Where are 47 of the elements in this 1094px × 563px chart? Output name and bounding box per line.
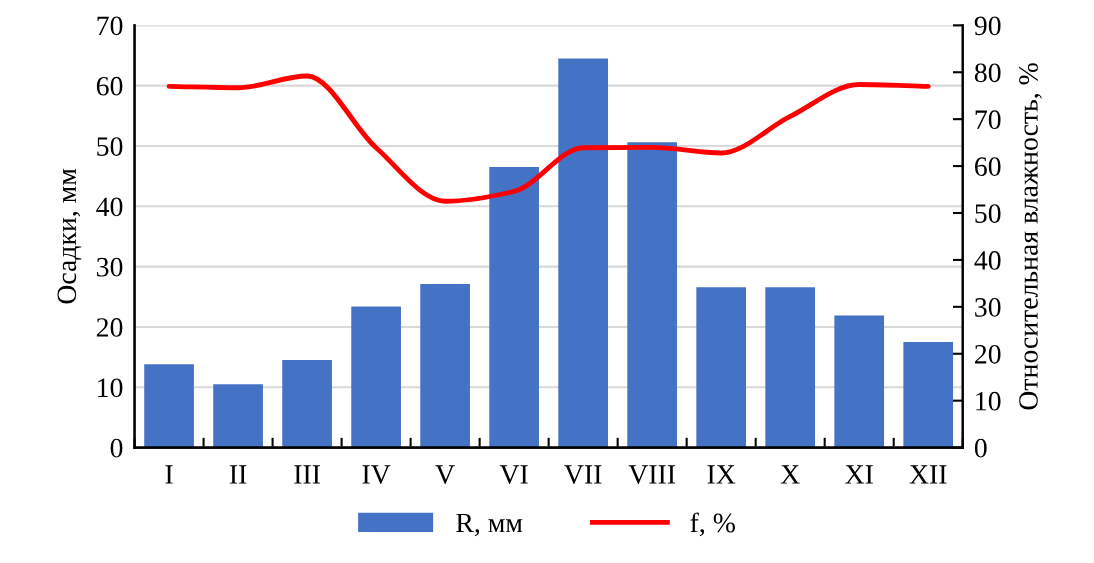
- y-tick-label: 40: [96, 197, 123, 217]
- bar: [282, 360, 332, 448]
- y-tick-label: 60: [96, 76, 123, 96]
- bar: [558, 58, 608, 448]
- y2-tick-label: 70: [975, 110, 1001, 130]
- y-tick-label: 50: [97, 137, 123, 156]
- x-tick-label: VII: [564, 465, 602, 484]
- y2-tick-label: 50: [975, 204, 1001, 223]
- y2-tick-label: 60: [975, 157, 1001, 176]
- bar: [765, 287, 816, 448]
- y2-tick-label: 10: [976, 391, 1001, 411]
- y2-tick-label: 30: [975, 298, 1001, 317]
- y2-tick-label: 0: [974, 438, 987, 458]
- bar: [351, 306, 401, 448]
- y2-tick-label: 40: [974, 251, 1001, 270]
- bar: [627, 142, 678, 448]
- y2-tick-label: 90: [974, 16, 1001, 36]
- bar: [903, 342, 954, 448]
- bar: [213, 384, 263, 448]
- x-tick-label: IX: [707, 465, 736, 484]
- bar: [489, 167, 539, 448]
- y-tick-label: 20: [96, 318, 123, 337]
- x-tick-label: VIII: [628, 465, 676, 484]
- legend-label: R, мм: [456, 513, 523, 537]
- x-tick-label: XII: [909, 465, 947, 484]
- y2-tick-label: 20: [975, 344, 1001, 364]
- x-tick-label: II: [229, 465, 247, 484]
- y-tick-label: 30: [97, 257, 123, 277]
- x-tick-label: V: [435, 465, 455, 484]
- x-tick-label: III: [294, 465, 320, 484]
- bar: [144, 364, 194, 448]
- y-tick-label: 70: [97, 16, 123, 36]
- bar: [834, 315, 885, 448]
- x-tick-label: X: [780, 465, 800, 484]
- line-series: [166, 73, 931, 204]
- x-tick-label: VI: [499, 465, 528, 484]
- y-axis-title: Осадки, мм: [57, 168, 82, 304]
- bar: [420, 284, 470, 448]
- bar: [696, 287, 747, 448]
- y-tick-label: 0: [110, 438, 123, 458]
- x-tick-label: XI: [845, 465, 873, 484]
- x-tick-label: I: [165, 465, 173, 484]
- y-tick-label: 10: [98, 378, 123, 398]
- y2-tick-label: 80: [974, 63, 1001, 83]
- legend-label: f, %: [690, 512, 735, 537]
- y2-axis-title: Относительная влажность, %: [1019, 63, 1042, 410]
- x-tick-label: IV: [362, 465, 391, 484]
